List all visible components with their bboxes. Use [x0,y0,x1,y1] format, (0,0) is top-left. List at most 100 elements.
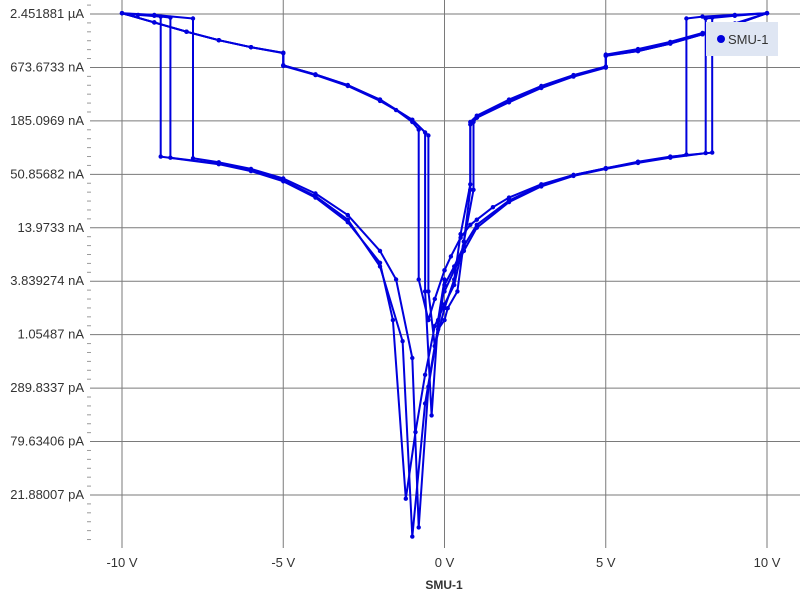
data-point [700,14,705,19]
data-point [468,222,473,227]
series-smu-1 [119,11,770,539]
x-tick-label: 0 V [435,555,455,570]
data-point [216,38,221,43]
data-point [506,100,512,105]
data-point [377,97,383,102]
data-point [710,150,715,155]
x-axis-title: SMU-1 [425,578,463,592]
data-point [422,401,428,406]
data-point [432,323,437,329]
y-tick-label: 3.839274 nA [10,273,84,288]
minor-ticks [87,4,91,541]
data-point [426,289,431,294]
data-point [471,187,476,192]
data-point [248,168,254,174]
y-tick-label: 21.88007 pA [10,487,84,502]
data-point [668,154,673,159]
data-point [345,212,350,218]
data-point [439,306,444,311]
data-point [461,243,467,249]
data-point [474,222,479,227]
data-point [422,289,428,294]
data-point [764,11,770,16]
data-point [158,14,163,19]
data-point [452,282,457,288]
legend-label: SMU-1 [728,32,768,47]
data-point [184,29,189,34]
data-point [426,133,431,138]
data-point [422,372,428,377]
data-point [455,289,460,294]
data-point [429,413,434,418]
data-point [345,82,350,88]
y-tick-label: 1.05487 nA [17,327,84,342]
data-point [410,355,415,361]
data-point [506,198,512,203]
data-point [281,179,286,184]
data-point [468,119,473,125]
data-point [442,277,447,282]
data-point [410,117,415,123]
grid [90,0,800,548]
data-point [668,41,673,46]
data-point [190,16,196,21]
data-point [313,195,318,200]
data-point [416,277,421,282]
data-point [461,239,467,244]
data-point [474,115,479,120]
data-point [571,74,576,79]
data-point [432,343,437,349]
data-point [684,16,689,21]
data-point [458,231,463,237]
data-point [710,15,715,20]
legend[interactable]: SMU-1 [706,22,778,56]
y-tick-label: 185.0969 nA [10,113,84,128]
data-point [571,172,576,178]
data-point [703,16,708,21]
data-point [413,429,418,435]
data-point [393,277,399,282]
x-tick-label: 5 V [596,555,616,570]
data-point [700,32,705,37]
data-point [416,525,421,530]
data-point [468,182,473,187]
y-tick-label: 50.85682 nA [10,166,84,181]
y-tick-label: 79.63406 pA [10,434,84,449]
data-point [216,162,221,167]
data-point [248,45,254,50]
x-tick-label: -5 V [271,555,295,570]
data-point [400,339,405,344]
y-tick-label: 673.6733 nA [10,59,84,74]
data-point [281,50,286,55]
x-tick-label: 10 V [754,555,781,570]
data-point [452,264,457,269]
data-point [313,72,318,77]
data-point [539,183,544,188]
data-point [345,220,350,225]
data-point [635,159,641,164]
data-point [471,119,476,125]
data-point [403,496,408,501]
data-point [377,260,383,265]
data-point [490,205,496,210]
y-tick-label: 2.451881 µA [10,6,84,21]
data-point [135,12,141,18]
data-point [603,53,608,59]
data-point [442,317,447,323]
legend-marker [717,35,725,43]
data-point [442,268,447,273]
y-tick-label: 13.9733 nA [17,220,84,235]
data-point [390,317,396,323]
data-point [732,13,737,18]
data-point [539,85,544,91]
y-axis-tick-labels: 2.451881 µA 673.6733 nA 185.0969 nA 50.8568… [10,6,84,502]
data-point [445,306,450,311]
data-point [603,65,608,70]
data-point [119,11,125,16]
x-tick-label: -10 V [106,555,137,570]
x-axis-tick-labels: -10 V -5 V 0 V 5 V 10 V [106,555,780,570]
data-point [152,20,157,25]
data-point [442,282,447,288]
data-point [158,154,163,159]
